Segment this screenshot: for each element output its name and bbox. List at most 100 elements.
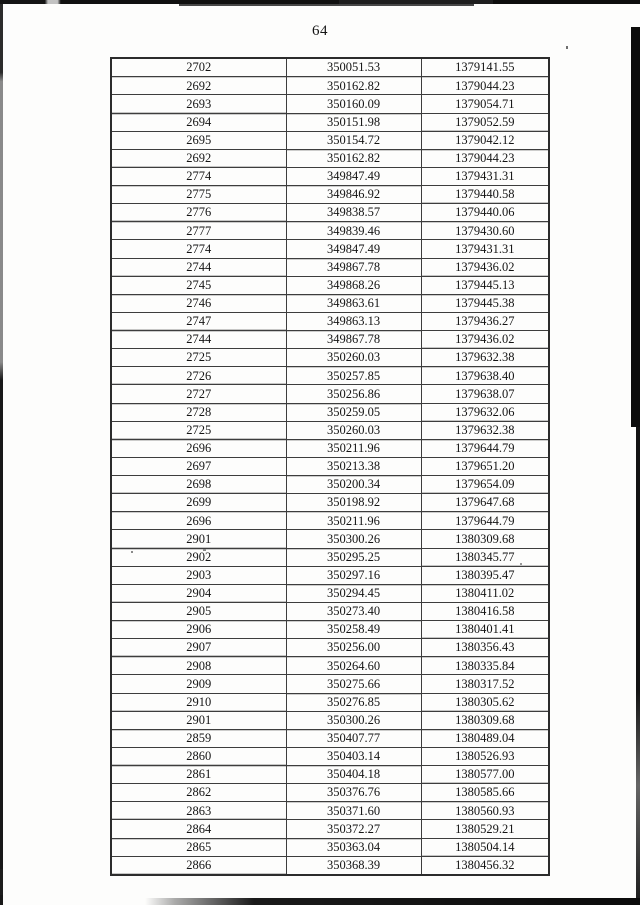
table-cell: 2907 [110,638,287,658]
table-cell: 1379632.06 [420,402,550,422]
table-cell: 1380356.43 [420,638,550,658]
table-cell: 349868.26 [285,275,422,295]
scan-speck [520,563,522,565]
table-row: 2694 350151.98 1379052.59 [110,112,550,132]
table-row: 2693 350160.09 1379054.71 [110,94,550,114]
table-cell: 350404.18 [285,765,422,785]
table-cell: 350162.82 [285,76,422,96]
table-cell: 1379632.38 [420,348,550,368]
table-cell: 2776 [110,203,287,223]
table-cell: 349863.61 [285,293,422,313]
table-cell: 350403.14 [285,746,422,767]
table-cell: 349838.57 [285,203,422,223]
table-cell: 350198.92 [285,493,422,513]
table-cell: 2693 [110,94,287,114]
table-row: 2901 350300.26 1380309.68 [110,529,550,549]
table-row: 2774 349847.49 1379431.31 [110,239,550,259]
table-row: 2702 350051.53 1379141.55 [110,57,550,78]
table-cell: 2863 [110,801,287,821]
table-row: 2692 350162.82 1379044.23 [110,148,550,168]
table-row: 2866 350368.39 1380456.32 [110,855,550,876]
table-cell: 1380577.00 [420,765,550,785]
page-number: 64 [312,23,328,39]
table-cell: 2728 [110,402,287,422]
table-cell: 1380305.62 [420,692,550,712]
table-row: 2696 350211.96 1379644.79 [110,511,550,531]
table-row: 2905 350273.40 1380416.58 [110,601,550,622]
table-row: 2903 350297.16 1380395.47 [110,565,550,585]
table-cell: 2695 [110,130,287,150]
table-row: 2747 349863.13 1379436.27 [110,311,550,332]
coordinate-table: 2702 350051.53 1379141.55 2692 350162.82 1379… [110,57,550,876]
table-cell: 2901 [110,529,287,549]
table-cell: 350256.86 [285,384,422,404]
table-cell: 1380560.93 [420,801,550,821]
table-cell: 1379436.02 [420,330,550,350]
table-row: 2746 349863.61 1379445.38 [110,293,550,313]
table-row: 2744 349867.78 1379436.02 [110,330,550,350]
table-row: 2692 350162.82 1379044.23 [110,76,550,96]
table-cell: 2901 [110,710,287,730]
table-cell: 350372.27 [285,819,422,839]
table-cell: 350258.49 [285,620,422,640]
table-row: 2901 350300.26 1380309.68 [110,710,550,730]
table-cell: 350407.77 [285,728,422,748]
table-cell: 350160.09 [285,94,422,114]
table-cell: 2859 [110,728,287,748]
table-cell: 1379651.20 [420,456,550,477]
table-cell: 2775 [110,185,287,205]
table-cell: 2726 [110,366,287,386]
table-cell: 2904 [110,583,287,603]
table-cell: 1380489.04 [420,728,550,748]
table-cell: 350213.38 [285,456,422,477]
table-row: 2697 350213.38 1379651.20 [110,456,550,477]
table-cell: 350256.00 [285,638,422,658]
table-row: 2909 350275.66 1380317.52 [110,674,550,694]
table-cell: 350363.04 [285,837,422,857]
table-row: 2695 350154.72 1379042.12 [110,130,550,150]
table-cell: 350260.03 [285,348,422,368]
table-cell: 1379141.55 [420,57,550,78]
table-body: 2702 350051.53 1379141.55 2692 350162.82 1379… [110,57,550,876]
table-cell: 1379632.38 [420,420,550,440]
table-row: 2910 350276.85 1380305.62 [110,692,550,712]
table-cell: 349867.78 [285,330,422,350]
table-cell: 1380456.32 [420,855,550,876]
table-row: 2745 349868.26 1379445.13 [110,275,550,295]
table-cell: 2903 [110,565,287,585]
table-cell: 2702 [110,57,287,78]
scan-edge-left [0,0,3,905]
table-cell: 1379431.31 [420,166,550,187]
table-cell: 2774 [110,239,287,259]
table-cell: 349847.49 [285,239,422,259]
table-cell: 1379644.79 [420,438,550,458]
table-cell: 1379431.31 [420,239,550,259]
table-row: 2775 349846.92 1379440.58 [110,185,550,205]
table-cell: 2744 [110,330,287,350]
table-cell: 350376.76 [285,783,422,803]
table-cell: 350257.85 [285,366,422,386]
table-cell: 2910 [110,692,287,712]
table-cell: 2745 [110,275,287,295]
table-cell: 2774 [110,166,287,187]
table-row: 2861 350404.18 1380577.00 [110,765,550,785]
table-cell: 2909 [110,674,287,694]
table-cell: 1379436.02 [420,257,550,277]
table-cell: 2744 [110,257,287,277]
table-cell: 350300.26 [285,529,422,549]
table-row: 2865 350363.04 1380504.14 [110,837,550,857]
table-cell: 1380416.58 [420,601,550,622]
table-cell: 1380309.68 [420,710,550,730]
table-cell: 2906 [110,620,287,640]
table-row: 2777 349839.46 1379430.60 [110,221,550,241]
table-cell: 2698 [110,475,287,495]
table-cell: 1379042.12 [420,130,550,150]
table-row: 2744 349867.78 1379436.02 [110,257,550,277]
table-cell: 2862 [110,783,287,803]
table-cell: 1379430.60 [420,221,550,241]
table-cell: 1379440.06 [420,203,550,223]
table-row: 2864 350372.27 1380529.21 [110,819,550,839]
table-row: 2727 350256.86 1379638.07 [110,384,550,404]
table-cell: 1380401.41 [420,620,550,640]
